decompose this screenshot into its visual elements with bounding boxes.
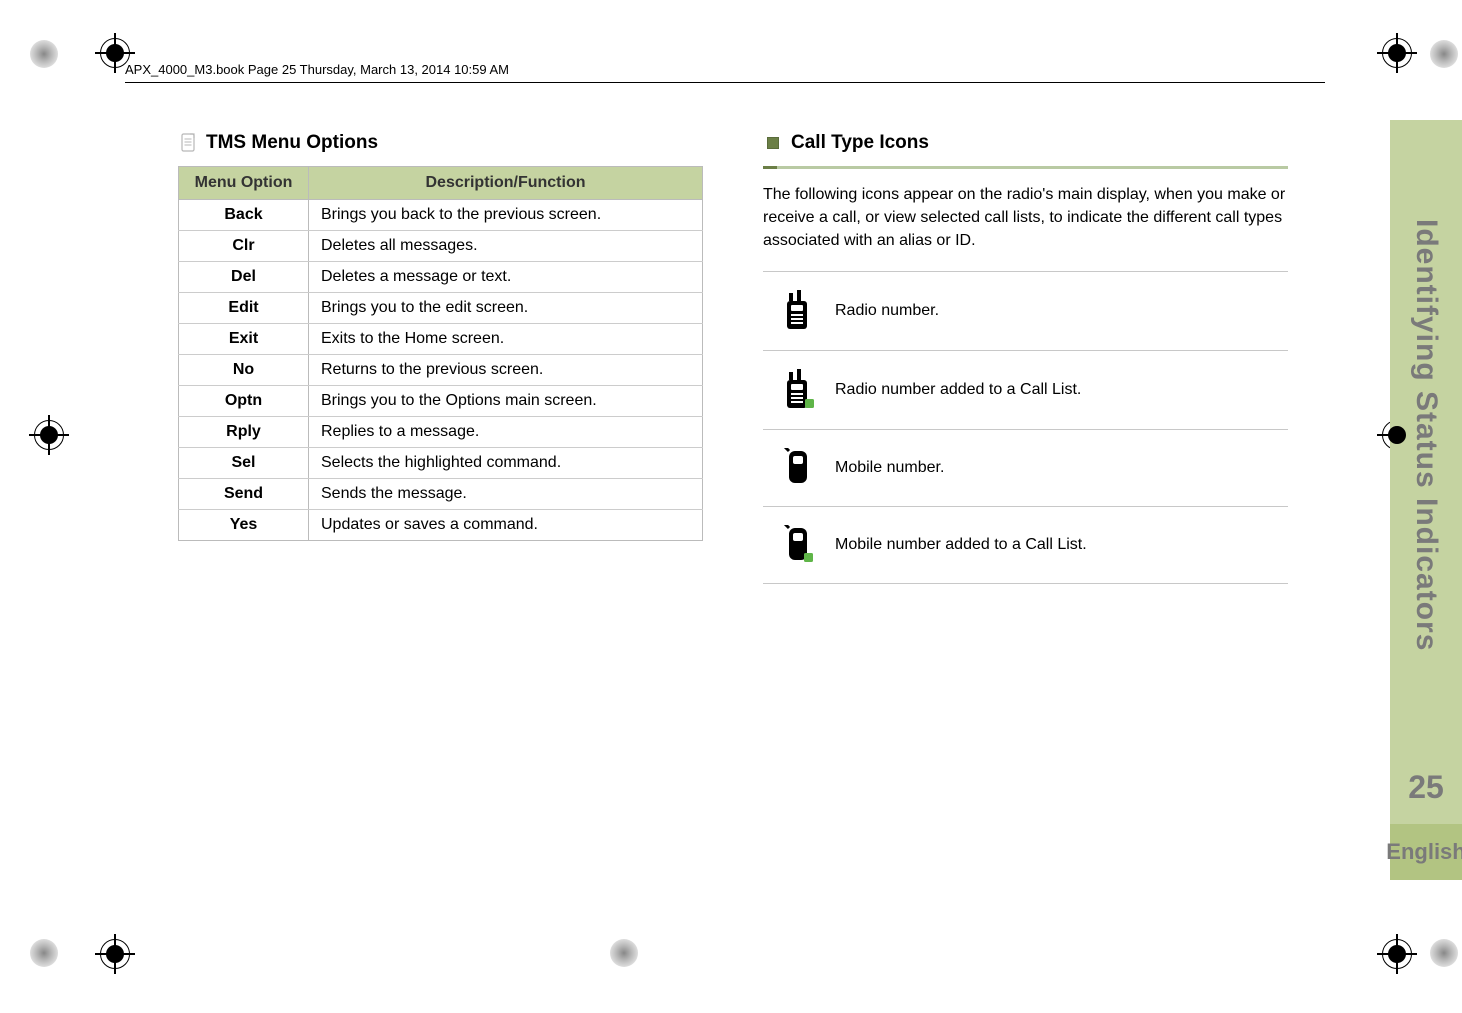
- side-tab-label: Identifying Status Indicators: [1409, 219, 1443, 651]
- tms-section-header: TMS Menu Options: [178, 132, 703, 154]
- calltype-label: Mobile number.: [835, 459, 1288, 477]
- tms-option: Send: [179, 479, 309, 510]
- table-row: ClrDeletes all messages.: [179, 231, 703, 262]
- tms-col-option: Menu Option: [179, 167, 309, 200]
- tms-option: Sel: [179, 448, 309, 479]
- side-tab-language: English: [1390, 824, 1462, 880]
- tms-description: Sends the message.: [309, 479, 703, 510]
- tms-option: Clr: [179, 231, 309, 262]
- table-row: SelSelects the highlighted command.: [179, 448, 703, 479]
- calltype-list: Radio number. Radio number added to a Cal…: [763, 271, 1288, 584]
- tms-option: Optn: [179, 386, 309, 417]
- header-rule: [125, 82, 1325, 83]
- table-row: DelDeletes a message or text.: [179, 262, 703, 293]
- register-bl: [100, 939, 130, 969]
- crop-corner-tr: [1430, 40, 1458, 68]
- square-bullet-icon: [763, 137, 783, 149]
- content: TMS Menu Options Menu Option Description…: [178, 132, 1288, 584]
- table-row: BackBrings you back to the previous scre…: [179, 200, 703, 231]
- table-row: RplyReplies to a message.: [179, 417, 703, 448]
- crop-corner-br: [1430, 939, 1458, 967]
- tms-option: Back: [179, 200, 309, 231]
- tms-col-function: Description/Function: [309, 167, 703, 200]
- register-ml: [34, 420, 64, 450]
- table-row: NoReturns to the previous screen.: [179, 355, 703, 386]
- calltype-intro: The following icons appear on the radio'…: [763, 183, 1288, 253]
- side-tab-page-number: 25: [1390, 750, 1462, 824]
- calltype-row: Radio number.: [763, 271, 1288, 351]
- radio-list-icon: [763, 369, 835, 411]
- crop-corner-bm: [610, 939, 638, 967]
- table-row: OptnBrings you to the Options main scree…: [179, 386, 703, 417]
- tms-description: Replies to a message.: [309, 417, 703, 448]
- tms-table: Menu Option Description/Function BackBri…: [178, 166, 703, 541]
- tms-heading: TMS Menu Options: [206, 132, 378, 154]
- calltype-rule: [763, 166, 1288, 169]
- note-icon: [178, 133, 198, 153]
- calltype-row: Mobile number.: [763, 430, 1288, 507]
- left-column: TMS Menu Options Menu Option Description…: [178, 132, 703, 584]
- tms-option: Rply: [179, 417, 309, 448]
- tms-tbody: BackBrings you back to the previous scre…: [179, 200, 703, 541]
- tms-description: Deletes a message or text.: [309, 262, 703, 293]
- tms-description: Brings you to the Options main screen.: [309, 386, 703, 417]
- table-row: ExitExits to the Home screen.: [179, 324, 703, 355]
- calltype-section-header: Call Type Icons: [763, 132, 1288, 154]
- tms-option: No: [179, 355, 309, 386]
- tms-description: Deletes all messages.: [309, 231, 703, 262]
- table-row: EditBrings you to the edit screen.: [179, 293, 703, 324]
- register-tr: [1382, 38, 1412, 68]
- mobile-list-icon: [763, 525, 835, 565]
- running-header: APX_4000_M3.book Page 25 Thursday, March…: [125, 62, 509, 77]
- tms-option: Yes: [179, 510, 309, 541]
- calltype-label: Radio number.: [835, 302, 1288, 320]
- tms-description: Brings you back to the previous screen.: [309, 200, 703, 231]
- tms-description: Exits to the Home screen.: [309, 324, 703, 355]
- radio-icon: [763, 290, 835, 332]
- tms-option: Del: [179, 262, 309, 293]
- calltype-row: Mobile number added to a Call List.: [763, 507, 1288, 584]
- crop-corner-bl: [30, 939, 58, 967]
- calltype-label: Radio number added to a Call List.: [835, 381, 1288, 399]
- tms-option: Exit: [179, 324, 309, 355]
- register-br: [1382, 939, 1412, 969]
- crop-corner-tl: [30, 40, 58, 68]
- tms-description: Updates or saves a command.: [309, 510, 703, 541]
- tms-description: Selects the highlighted command.: [309, 448, 703, 479]
- table-row: YesUpdates or saves a command.: [179, 510, 703, 541]
- tms-description: Brings you to the edit screen.: [309, 293, 703, 324]
- table-row: SendSends the message.: [179, 479, 703, 510]
- right-column: Call Type Icons The following icons appe…: [763, 132, 1288, 584]
- calltype-heading: Call Type Icons: [791, 132, 929, 154]
- side-tab: Identifying Status Indicators 25 English: [1390, 120, 1462, 880]
- tms-option: Edit: [179, 293, 309, 324]
- mobile-icon: [763, 448, 835, 488]
- calltype-row: Radio number added to a Call List.: [763, 351, 1288, 430]
- tms-description: Returns to the previous screen.: [309, 355, 703, 386]
- calltype-label: Mobile number added to a Call List.: [835, 536, 1288, 554]
